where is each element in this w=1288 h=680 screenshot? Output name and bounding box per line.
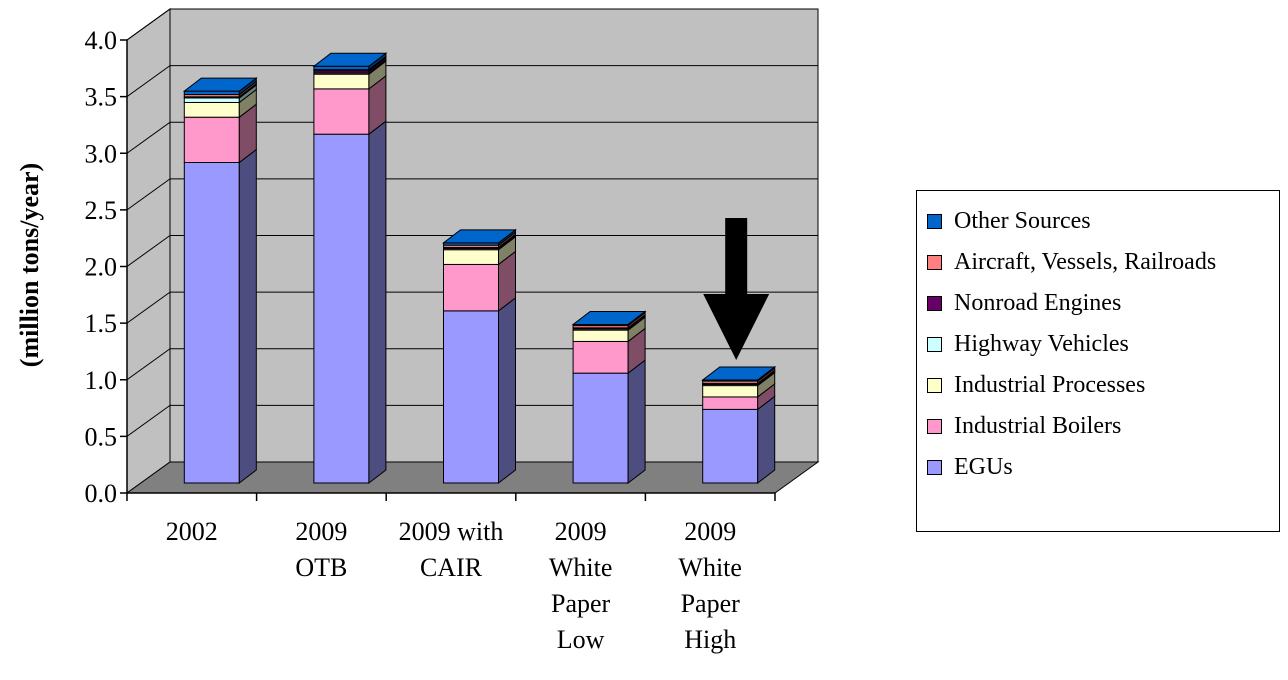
y-tick-labels: 0.0 0.5 1.0 1.5 2.0 2.5 3.0 3.5 4.0 [85,26,118,508]
bar-segment-side [757,395,776,485]
legend-swatch [927,296,942,311]
bar-segment-front [443,249,499,265]
bar-top [571,310,647,325]
bar-stack [442,228,517,485]
y-tick-label: 0.0 [85,479,118,508]
bar-segment-front [183,162,240,484]
gridline-side [126,65,171,98]
bar-segment-side [368,120,387,485]
bar-top [312,52,388,67]
legend-item: Industrial Processes [917,365,1279,406]
gridline-side [126,8,171,41]
bar-segment-front [443,263,499,312]
legend-swatch [927,255,942,270]
bar-segment-front [313,133,370,484]
bar-stack [182,77,258,485]
legend-label: Nonroad Engines [954,290,1122,316]
legend-label: Other Sources [954,208,1091,234]
annotation [703,218,770,360]
legend-swatch [927,460,942,475]
legend-item: Aircraft, Vessels, Railroads [917,242,1279,283]
legend-swatch [927,419,942,434]
bar-segment-front [313,88,370,135]
bars [182,52,777,485]
legend-label: EGUs [954,454,1013,480]
bar-segment-front [572,329,629,342]
bar-segment-front [183,97,240,103]
legend-swatch [927,378,942,393]
bar-segment-front [183,101,240,118]
gridline-side [126,291,171,324]
y-tick-label: 0.5 [85,422,118,451]
bar-segment-front [702,408,759,484]
legend-label: Aircraft, Vessels, Railroads [954,249,1217,275]
bar-segment-front [313,73,370,90]
bar-top [182,77,258,92]
legend-swatch [927,214,942,229]
legend-item: Industrial Boilers [917,406,1279,447]
bar-segment-front [572,372,629,484]
gridline-side [126,404,171,437]
x-tick-label: 2009 with CAIR [399,517,504,582]
y-tick-label: 3.5 [85,83,118,112]
gridline-side [126,348,171,381]
y-axis-label: (million tons/year) [15,163,44,367]
bar-segment-front [183,116,240,164]
y-tick-label: 1.5 [85,309,118,338]
y-tick-label: 2.5 [85,196,118,225]
gridline-side [126,235,171,267]
gridline-side [126,121,171,154]
y-tick-label: 4.0 [85,26,118,55]
legend-item: Highway Vehicles [917,324,1279,365]
bar-segment-front [313,65,370,71]
bar-segment-front [572,340,629,374]
bar-segment-side [498,296,516,485]
x-tick-label: 2009 White Paper High [678,517,742,654]
legend-label: Industrial Boilers [954,413,1122,439]
x-tick-labels: 2002 2009 OTB 2009 with CAIR 2009 White Paper Lo… [166,517,742,654]
legend-item: Nonroad Engines [917,283,1279,324]
y-tick-label: 1.0 [85,366,118,395]
down-arrow-icon [703,218,770,360]
bar-segment-side [238,148,257,485]
y-tick-label: 2.0 [85,253,118,282]
bar-stack [571,310,647,485]
axes [120,39,776,501]
y-tick-label: 3.0 [85,139,118,168]
legend-label: Industrial Processes [954,372,1146,398]
legend-swatch [927,337,942,352]
bar-segment-front [702,396,759,410]
bar-top [701,366,777,381]
bar-stack [312,52,388,485]
bar-segment-front [702,385,759,398]
bar-top [442,229,517,244]
gridline-side [126,178,171,211]
legend: Other Sources Aircraft, Vessels, Railroad… [916,190,1280,532]
legend-item: Other Sources [917,201,1279,242]
bar-segment-front [183,90,240,96]
x-tick-label: 2009 White Paper Low [549,517,613,654]
legend-item: EGUs [917,447,1279,488]
bar-segment-side [627,359,646,485]
legend-label: Highway Vehicles [954,331,1129,357]
bar-stack [701,365,777,485]
bar-segment-front [443,310,499,484]
x-tick-label: 2009 OTB [295,517,347,582]
x-tick-label: 2002 [166,517,218,546]
